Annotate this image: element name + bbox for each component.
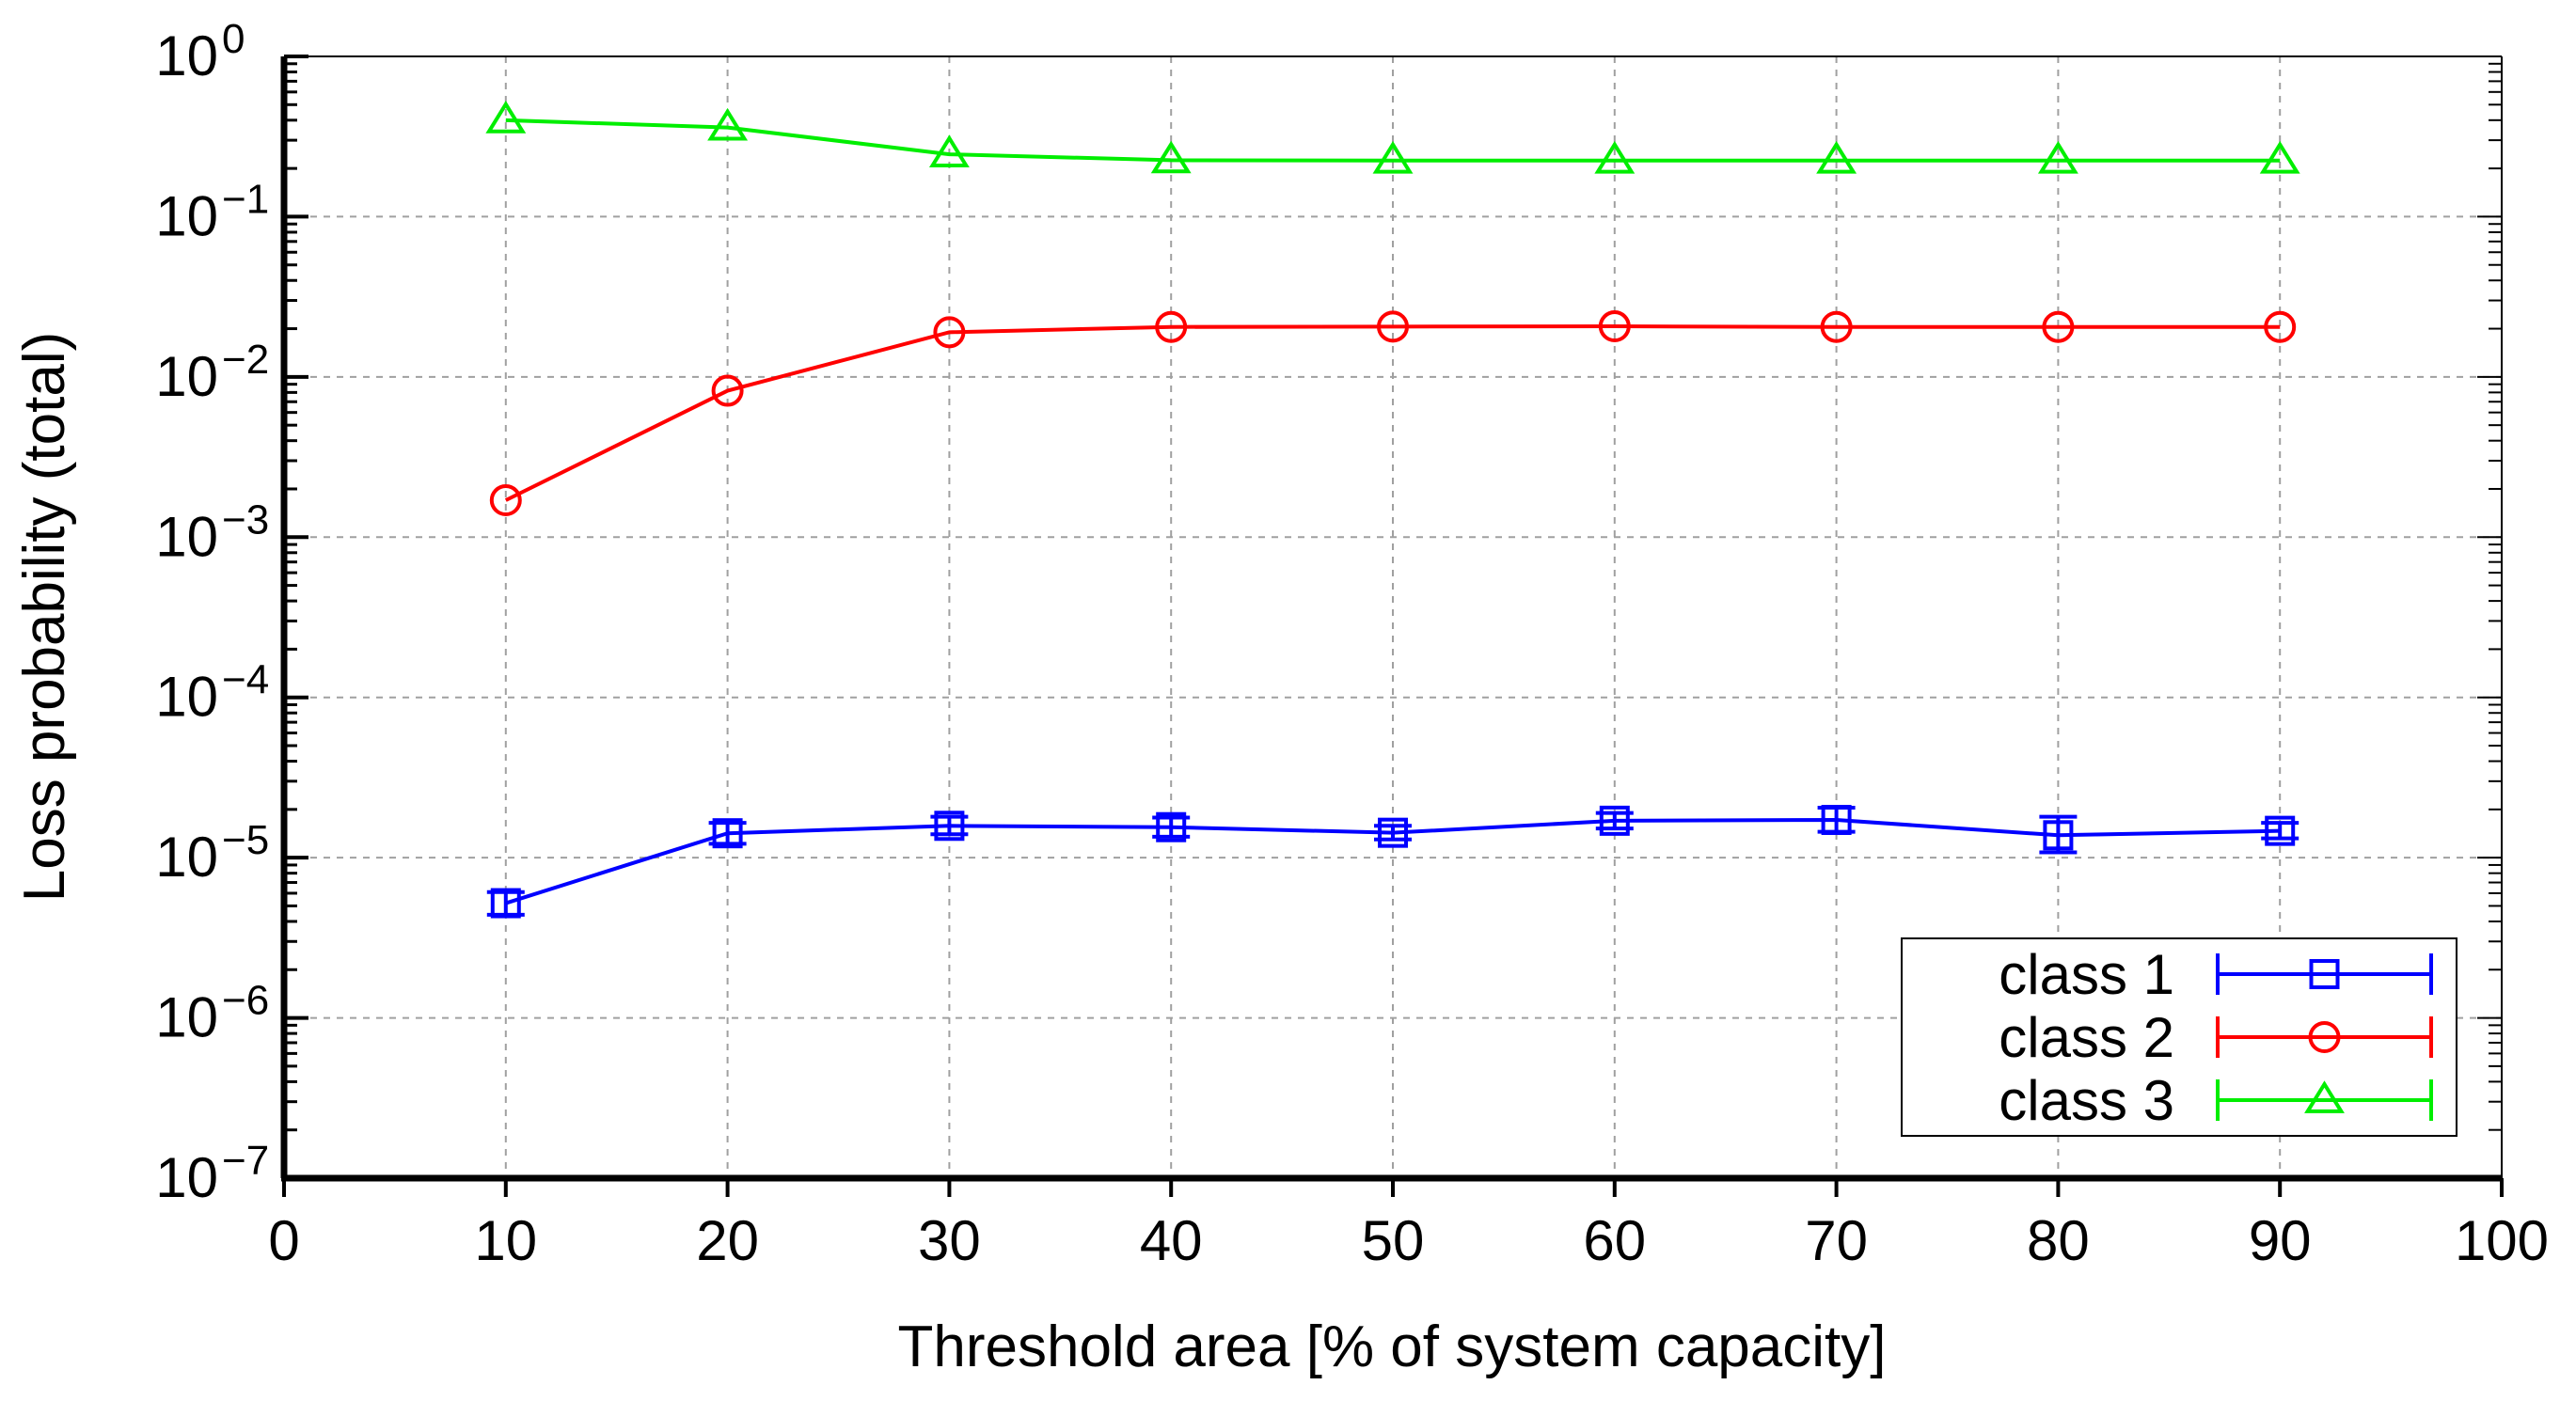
data-point-circle xyxy=(1820,310,1853,343)
data-point-square xyxy=(2265,815,2296,846)
data-point-circle xyxy=(1598,310,1631,343)
data-point-triangle xyxy=(1594,140,1636,174)
data-point-triangle xyxy=(1150,140,1192,174)
data-point-circle xyxy=(2308,1021,2341,1053)
y-tick-exponent: −2 xyxy=(222,337,269,383)
data-point-square xyxy=(2043,820,2074,851)
data-point-circle xyxy=(489,484,522,517)
y-tick-base: 10 xyxy=(155,666,218,729)
x-tick-label: 50 xyxy=(1362,1209,1425,1272)
legend-label: class 3 xyxy=(1999,1069,2174,1132)
y-tick-label: 10 xyxy=(155,1146,218,1209)
data-point-square xyxy=(1378,817,1408,848)
y-tick-base: 10 xyxy=(155,184,218,247)
y-tick-base: 10 xyxy=(155,986,218,1049)
data-point-circle xyxy=(2042,310,2075,343)
data-point-square xyxy=(1599,805,1630,836)
data-point-square xyxy=(1821,805,1852,836)
series-class-2 xyxy=(489,310,2297,517)
series-class-3 xyxy=(485,101,2300,174)
y-tick-base: 10 xyxy=(155,1146,218,1209)
data-point-circle xyxy=(2264,310,2297,343)
x-tick-label: 60 xyxy=(1583,1209,1646,1272)
data-point-circle xyxy=(933,316,966,349)
y-tick-label: 10 xyxy=(155,24,218,87)
data-point-triangle xyxy=(707,107,749,141)
y-axis-label: Loss probability (total) xyxy=(12,332,77,903)
data-point-triangle xyxy=(1372,140,1414,174)
x-tick-labels: 0 10 20 30 40 50 60 70 80 90 100 xyxy=(268,1209,2549,1272)
y-tick-label: 10 xyxy=(155,826,218,889)
y-tick-exponent: −3 xyxy=(222,496,269,543)
data-point-square xyxy=(934,811,965,842)
x-tick-label: 0 xyxy=(268,1209,299,1272)
x-tick-label: 30 xyxy=(918,1209,981,1272)
data-point-square xyxy=(490,888,521,919)
y-tick-label: 10 xyxy=(155,666,218,729)
data-point-square xyxy=(712,818,743,849)
y-tick-label: 10 xyxy=(155,345,218,408)
x-tick-label: 100 xyxy=(2455,1209,2549,1272)
data-point-circle xyxy=(1377,310,1409,343)
legend-label: class 2 xyxy=(1999,1006,2174,1069)
data-point-triangle xyxy=(2259,140,2300,174)
x-tick-label: 20 xyxy=(696,1209,759,1272)
y-tick-exponent: −5 xyxy=(222,817,269,863)
data-point-square xyxy=(1156,811,1187,842)
y-tick-label: 10 xyxy=(155,184,218,247)
legend-label: class 1 xyxy=(1999,943,2174,1006)
y-tick-label: 10 xyxy=(155,986,218,1049)
x-tick-label: 80 xyxy=(2027,1209,2090,1272)
data-point-triangle xyxy=(485,101,527,134)
data-point-triangle xyxy=(2037,140,2078,174)
y-tick-label: 10 xyxy=(155,505,218,568)
x-tick-label: 40 xyxy=(1140,1209,1203,1272)
y-tick-base: 10 xyxy=(155,826,218,889)
x-tick-label: 10 xyxy=(474,1209,537,1272)
series-class-1 xyxy=(486,805,2299,919)
data-point-triangle xyxy=(928,134,970,168)
data-point-square xyxy=(2309,959,2340,989)
y-tick-exponent: 0 xyxy=(222,16,245,62)
series-line xyxy=(504,324,2281,502)
y-tick-exponent: −1 xyxy=(222,176,269,222)
x-tick-label: 70 xyxy=(1805,1209,1868,1272)
data-point-circle xyxy=(1155,310,1188,343)
data-point-triangle xyxy=(1816,140,1857,174)
y-tick-base: 10 xyxy=(155,24,218,87)
y-tick-exponent: −4 xyxy=(222,657,269,703)
x-axis-label: Threshold area [% of system capacity] xyxy=(897,1314,1886,1379)
series-layer xyxy=(485,101,2300,919)
data-point-circle xyxy=(711,374,744,407)
y-tick-base: 10 xyxy=(155,505,218,568)
data-point-triangle xyxy=(2304,1080,2345,1113)
x-tick-label: 90 xyxy=(2249,1209,2312,1272)
y-tick-base: 10 xyxy=(155,345,218,408)
y-tick-exponent: −7 xyxy=(222,1138,269,1184)
series-line xyxy=(505,118,2281,163)
tick-marks xyxy=(282,55,2504,1197)
y-tick-exponent: −6 xyxy=(222,978,269,1024)
